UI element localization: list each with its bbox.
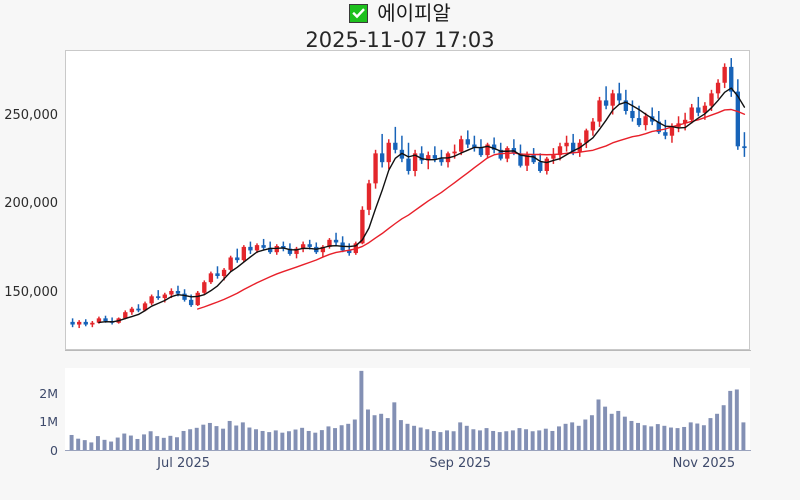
chart-timestamp: 2025-11-07 17:03 (305, 28, 495, 52)
price-axis-tick: 250,000 (4, 108, 58, 124)
title-line: 에이피알 (0, 0, 800, 26)
x-axis-tick: Sep 2025 (429, 456, 492, 471)
volume-chart-svg (69, 370, 746, 451)
price-chart-svg (70, 58, 747, 329)
volume-axis-tick: 1M (39, 414, 58, 430)
green-check-icon (349, 3, 369, 23)
volume-baseline (65, 450, 751, 451)
price-axis-tick: 150,000 (4, 284, 58, 300)
x-axis-tick: Nov 2025 (672, 456, 736, 471)
chart-header: 에이피알 2025-11-07 17:03 (0, 0, 800, 52)
x-axis-tick: Jul 2025 (157, 456, 211, 471)
ticker-name: 에이피알 (377, 1, 451, 25)
price-panel-bottom-rule (65, 350, 751, 351)
volume-axis-tick: 2M (39, 385, 58, 401)
volume-chart-panel[interactable] (65, 368, 750, 451)
price-chart-panel[interactable] (65, 50, 750, 350)
price-axis-tick: 200,000 (4, 196, 58, 212)
volume-axis-tick: 0 (50, 443, 58, 458)
